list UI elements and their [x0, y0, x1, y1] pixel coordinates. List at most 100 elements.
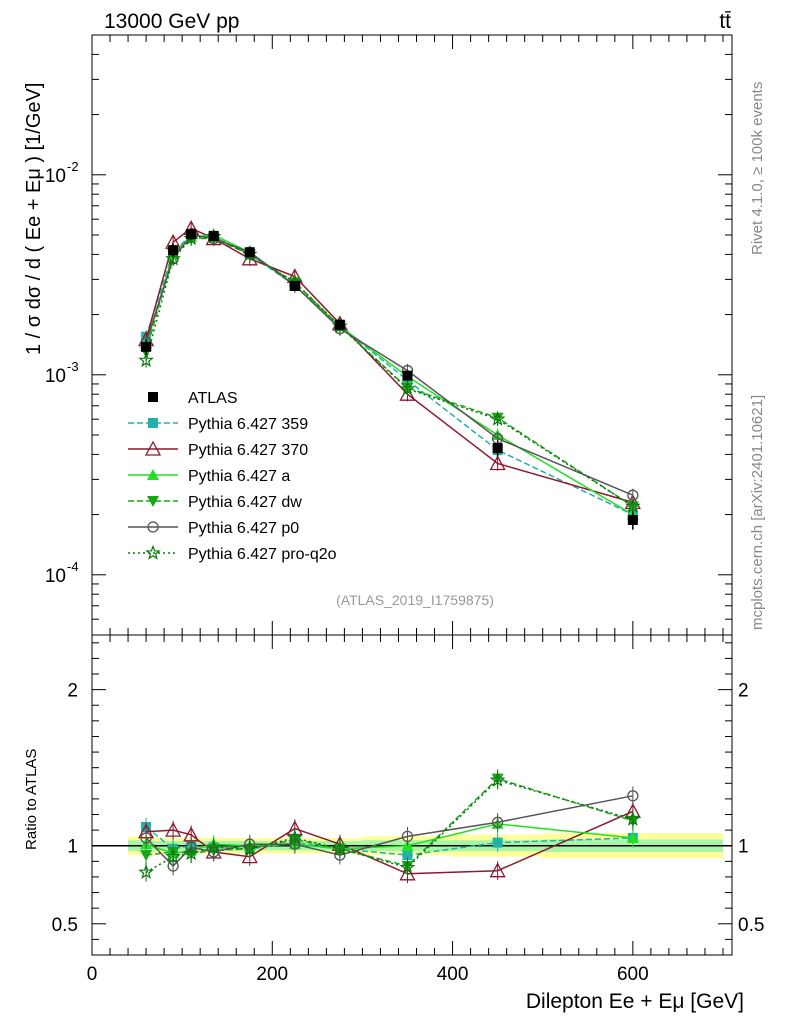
- legend-marker: [145, 544, 161, 560]
- marker-pq2o: [183, 845, 199, 861]
- marker-pq2o: [399, 859, 416, 875]
- atlas-point: [402, 370, 413, 381]
- marker-pp0: [401, 830, 414, 843]
- legend-label: Pythia 6.427 dw: [188, 494, 302, 511]
- ratio-y-tick-label-right: 0.5: [738, 915, 764, 936]
- main-plot-frame: [91, 34, 733, 636]
- marker-p370: [489, 862, 506, 878]
- source-label: mcplots.cern.ch [arXiv:2401.10621]: [749, 395, 766, 630]
- atlas-point: [141, 341, 152, 352]
- marker-pq2o: [205, 839, 222, 855]
- atlas-point: [168, 245, 179, 256]
- series-line-p370: [146, 810, 634, 875]
- legend-label: Pythia 6.427 370: [188, 442, 308, 459]
- ratio-series-group: [137, 769, 641, 884]
- x-tick-label: 0: [87, 964, 98, 985]
- legend: ATLAS Pythia 6.427 359 Pythia 6.427 370 Pyt…: [128, 390, 337, 563]
- marker-p370: [165, 821, 182, 837]
- marker-pq2o: [138, 864, 154, 879]
- process-label: tt̄: [719, 10, 731, 33]
- x-tick-label: 200: [256, 964, 288, 985]
- marker-pp0: [140, 832, 152, 844]
- atlas-point: [289, 280, 300, 291]
- y-tick-label-exponent: -2: [67, 159, 79, 174]
- marker-p370: [241, 848, 258, 864]
- y-tick-label-exponent: -4: [67, 559, 79, 574]
- y-tick-label: 10: [45, 566, 66, 587]
- rivet-label: Rivet 4.1.0, ≥ 100k events: [749, 82, 766, 255]
- ratio-y-tick-label-right: 2: [738, 681, 749, 702]
- series-atlas: [141, 229, 638, 530]
- legend-marker: [147, 496, 159, 507]
- series-pq2o: [138, 770, 641, 882]
- legend-label: Pythia 6.427 p0: [188, 520, 299, 537]
- marker-pq2o: [165, 848, 181, 864]
- series-line-pq2o: [145, 779, 634, 873]
- marker-pq2o: [241, 840, 258, 856]
- legend-entry-pq2o: Pythia 6.427 pro-q2o: [128, 544, 337, 563]
- series-line-pdw: [145, 237, 634, 507]
- analysis-id: (ATLAS_2019_I1759875): [336, 592, 494, 608]
- legend-label: Pythia 6.427 a: [188, 468, 290, 485]
- series-pdw: [140, 769, 639, 876]
- x-tick-label: 600: [617, 964, 649, 985]
- legend-entry-pdw: Pythia 6.427 dw: [128, 494, 302, 511]
- marker-pq2o: [286, 829, 303, 845]
- ratio-y-tick-label-right: 1: [738, 837, 749, 858]
- series-line-pp0: [145, 795, 633, 868]
- atlas-point: [186, 229, 197, 240]
- marker-pq2o: [332, 840, 348, 856]
- legend-label: Pythia 6.427 359: [188, 416, 308, 433]
- marker-pp0: [627, 790, 639, 802]
- ratio-plot-frame: [91, 634, 733, 956]
- legend-entry-atlas: ATLAS: [148, 390, 238, 407]
- marker-pq2o: [489, 771, 506, 787]
- legend-entry-pa: Pythia 6.427 a: [128, 468, 290, 485]
- energy-label: 13000 GeV pp: [104, 10, 239, 33]
- y-tick-label: 10: [45, 366, 66, 387]
- legend-label: ATLAS: [188, 390, 238, 407]
- main-axis-ticks: 10-410-310-2: [45, 34, 732, 636]
- marker-pq2o: [625, 810, 641, 826]
- marker-pp0: [491, 816, 504, 828]
- y-tick-label: 10: [45, 166, 66, 187]
- legend-entry-p359: Pythia 6.427 359: [128, 416, 308, 433]
- main-series-group: [137, 219, 641, 530]
- legend-entry-pp0: Pythia 6.427 p0: [128, 520, 299, 537]
- marker-p370: [399, 865, 416, 881]
- marker-pq2o: [399, 380, 416, 396]
- series-line-p359: [145, 234, 634, 516]
- marker-pq2o: [165, 250, 181, 266]
- marker-pq2o: [625, 498, 641, 514]
- legend-label: Pythia 6.427 pro-q2o: [188, 546, 337, 563]
- marker-pa: [626, 831, 639, 843]
- ratio-y-tick-label: 0.5: [52, 915, 78, 936]
- y-tick-label-exponent: -3: [67, 359, 79, 374]
- legend-marker: [147, 469, 159, 480]
- atlas-point: [244, 247, 255, 258]
- atlas-point: [208, 230, 219, 241]
- ratio-y-tick-label: 1: [67, 837, 78, 858]
- atlas-point: [334, 319, 345, 330]
- legend-marker: [147, 521, 159, 533]
- legend-marker: [148, 418, 158, 428]
- marker-pq2o: [138, 352, 154, 368]
- ratio-y-tick-label: 2: [67, 681, 78, 702]
- atlas-point: [492, 443, 503, 454]
- atlas-point: [627, 514, 638, 525]
- x-axis-title: Dilepton Ee + Eμ [GeV]: [526, 990, 744, 1013]
- series-line-pq2o: [145, 236, 634, 507]
- legend-marker: [144, 440, 162, 456]
- marker-pq2o: [489, 410, 506, 426]
- series-line-p359: [145, 826, 633, 856]
- x-tick-label: 400: [437, 964, 469, 985]
- ratio-y-axis-title: Ratio to ATLAS: [23, 749, 40, 850]
- main-y-axis-title: 1 / σ dσ / d ( Ee + Eμ ) [1/GeV]: [23, 83, 45, 355]
- marker-p359: [492, 837, 503, 848]
- ratio-axis-ticks: 0.5 0.5 1 1 2 2 0 200 400 600: [52, 635, 764, 985]
- marker-p370: [489, 455, 506, 471]
- marker-pdw: [140, 850, 153, 862]
- legend-marker: [148, 392, 158, 402]
- legend-entry-p370: Pythia 6.427 370: [128, 440, 308, 459]
